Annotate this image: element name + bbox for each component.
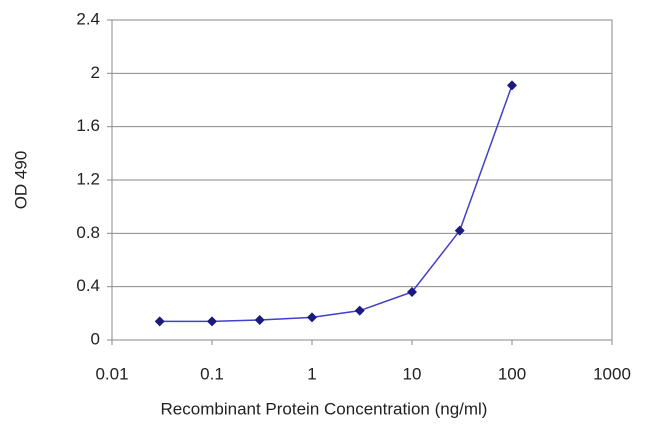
data-point <box>407 287 417 297</box>
x-tick-label: 0.1 <box>200 364 224 383</box>
y-axis-title: OD 490 <box>11 151 30 210</box>
x-axis-title: Recombinant Protein Concentration (ng/ml… <box>161 399 488 418</box>
y-tick-label: 0.4 <box>76 276 100 295</box>
data-point <box>507 80 517 91</box>
y-tick-label: 0.8 <box>76 223 100 242</box>
x-tick-label: 10 <box>403 364 422 383</box>
data-point <box>207 316 217 327</box>
data-point <box>307 312 317 323</box>
data-point <box>454 225 465 236</box>
x-tick-label: 100 <box>498 364 526 383</box>
data-line <box>159 85 513 323</box>
x-tick-label: 1000 <box>593 364 631 383</box>
y-tick-label: 1.6 <box>76 116 100 135</box>
x-tick-label: 1 <box>307 364 316 383</box>
y-tick-label: 0 <box>91 329 100 348</box>
y-tick-label: 2.4 <box>76 9 100 28</box>
y-tick-label: 1.2 <box>76 169 100 188</box>
y-tick-label: 2 <box>91 63 100 82</box>
data-point <box>354 305 365 316</box>
x-tick-label: 0.01 <box>95 364 128 383</box>
data-point <box>254 315 265 325</box>
data-point <box>154 316 165 327</box>
